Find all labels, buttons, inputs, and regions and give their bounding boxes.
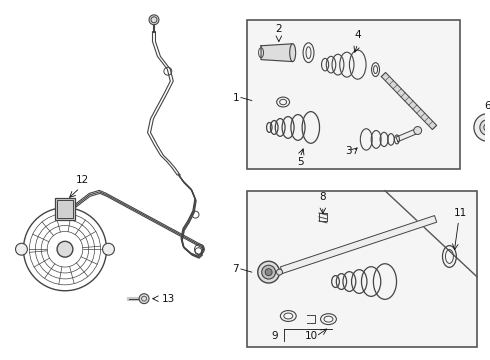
Circle shape — [16, 243, 27, 255]
Text: 8: 8 — [319, 192, 326, 202]
Circle shape — [480, 120, 490, 135]
Circle shape — [276, 269, 282, 275]
Bar — [57, 200, 73, 217]
Text: 6: 6 — [485, 101, 490, 111]
Ellipse shape — [290, 44, 295, 62]
Circle shape — [262, 265, 275, 279]
Text: 10: 10 — [304, 331, 318, 341]
Circle shape — [139, 294, 149, 303]
Polygon shape — [396, 129, 416, 142]
Polygon shape — [280, 216, 437, 274]
Text: 1: 1 — [232, 93, 239, 103]
Bar — [247, 191, 477, 347]
Text: 7: 7 — [232, 264, 239, 274]
Bar — [247, 20, 460, 169]
Circle shape — [258, 261, 279, 283]
Circle shape — [474, 114, 490, 141]
Text: 3: 3 — [344, 147, 351, 156]
Circle shape — [414, 127, 421, 135]
Circle shape — [149, 15, 159, 25]
Circle shape — [265, 269, 272, 276]
Text: 13: 13 — [162, 294, 175, 304]
Bar — [55, 198, 75, 220]
Polygon shape — [261, 44, 293, 62]
Circle shape — [57, 241, 73, 257]
Text: 2: 2 — [275, 24, 282, 34]
Text: 12: 12 — [76, 175, 89, 185]
Text: 11: 11 — [454, 208, 467, 217]
Polygon shape — [381, 72, 437, 130]
Text: 5: 5 — [297, 157, 303, 167]
Circle shape — [102, 243, 115, 255]
Text: 4: 4 — [354, 30, 361, 40]
Text: 9: 9 — [271, 331, 278, 341]
